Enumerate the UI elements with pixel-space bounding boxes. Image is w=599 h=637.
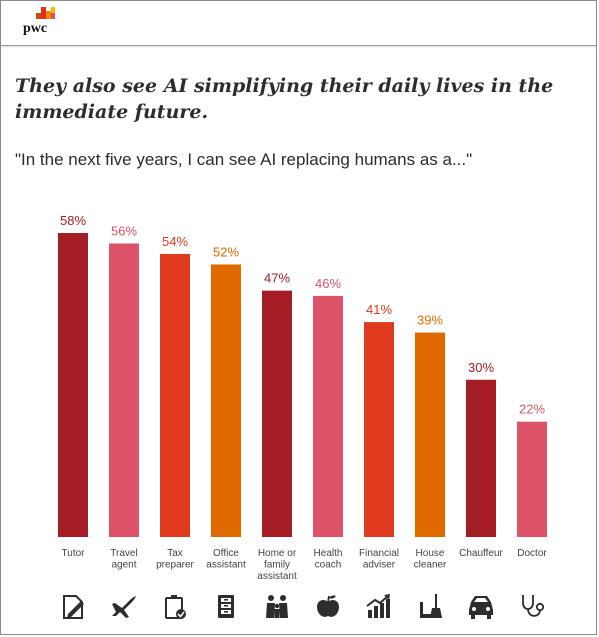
bar [313,295,343,537]
category-label: Doctor [517,548,547,559]
broom-dustpan-icon [420,594,442,618]
bar-value-label: 52% [213,244,239,259]
category-label: Financial adviser [359,548,399,571]
car-icon [469,596,493,619]
category-label: Health coach [314,548,343,571]
bar [211,264,241,537]
bar [109,243,139,537]
pwc-logo: pwc [23,5,63,39]
family-icon [266,595,288,618]
header-bar: pwc [1,1,596,46]
apple-icon [317,595,339,617]
bar-value-label: 58% [60,213,86,228]
filing-cabinet-icon [218,595,234,618]
clipboard-check-icon [165,595,186,619]
category-label: House cleaner [414,548,447,571]
bar [364,322,394,537]
category-label: Tutor [62,548,86,559]
stethoscope-icon [522,595,545,617]
bar [160,253,190,537]
category-label: Tax preparer [156,548,194,571]
category-label: Office assistant [206,548,246,571]
chart-subtitle: "In the next five years, I can see AI re… [15,150,473,169]
tutor-pencil-icon [63,595,84,619]
bar-value-label: 41% [366,302,392,317]
bar-value-label: 30% [468,360,494,375]
category-label: Travel agent [110,548,137,571]
bar [415,332,445,537]
airplane-icon [112,596,136,618]
bar [466,379,496,537]
category-label: Chauffeur [459,548,503,559]
bar-value-label: 56% [111,223,137,238]
bar-value-label: 47% [264,271,290,286]
bar-value-label: 39% [417,313,443,328]
bar [58,233,88,537]
bar-value-label: 54% [162,234,188,249]
page-title: They also see AI simplifying their daily… [15,75,554,123]
bar [517,421,547,537]
pwc-logo-mark [36,7,55,19]
bar [262,290,292,537]
growth-chart-icon [366,594,390,618]
bar-value-label: 22% [519,402,545,417]
pwc-logo-text: pwc [23,21,48,36]
category-label: Home or family assistant [257,548,297,582]
bar-value-label: 46% [315,276,341,291]
